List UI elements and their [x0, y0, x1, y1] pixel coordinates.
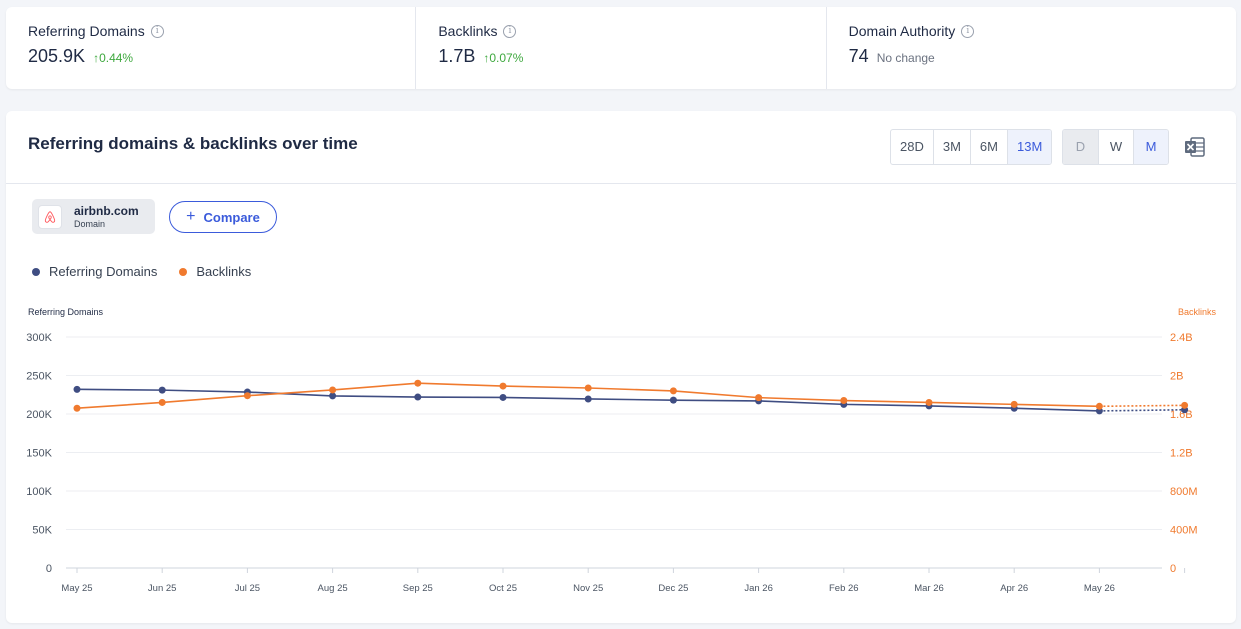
metric-referring-domains: Referring Domains i 205.9K ↑0.44%	[6, 7, 415, 89]
y-right-axis-title: Backlinks	[1178, 307, 1217, 317]
data-point	[499, 393, 507, 401]
metric-backlinks: Backlinks i 1.7B ↑0.07%	[415, 7, 825, 89]
data-point	[499, 382, 507, 390]
granularity-day-button[interactable]: D	[1063, 130, 1098, 164]
y-left-tick-label: 0	[46, 563, 52, 575]
y-left-tick-label: 300K	[26, 332, 52, 344]
legend-item-backlinks[interactable]: Backlinks	[179, 264, 251, 279]
y-left-tick-label: 150K	[26, 448, 52, 460]
line-chart: 050K100K150K200K250K300K0400M800M1.2B1.6…	[26, 307, 1217, 594]
range-3m-button[interactable]: 3M	[932, 130, 970, 164]
data-point	[584, 395, 592, 403]
metric-value: 205.9K	[28, 46, 86, 66]
compare-button[interactable]: + Compare	[169, 201, 277, 233]
granularity-selector: D W M	[1062, 129, 1169, 165]
range-28d-button[interactable]: 28D	[900, 139, 924, 154]
airbnb-logo-icon	[38, 204, 62, 229]
x-tick-label: May 26	[1084, 583, 1115, 594]
x-tick-label: May 25	[61, 583, 92, 594]
info-icon[interactable]: i	[503, 24, 517, 38]
y-right-tick-label: 800M	[1170, 486, 1198, 498]
data-point	[414, 393, 422, 401]
x-tick-label: Sep 25	[403, 583, 433, 594]
data-point	[243, 392, 251, 400]
legend-label: Referring Domains	[49, 264, 158, 279]
data-point	[1095, 402, 1103, 410]
y-left-axis-title: Referring Domains	[28, 307, 104, 317]
y-right-tick-label: 400M	[1170, 525, 1198, 537]
x-tick-label: Mar 26	[914, 583, 944, 594]
y-right-tick-label: 1.2B	[1170, 448, 1193, 460]
excel-icon[interactable]	[1184, 136, 1206, 158]
panel-title: Referring domains & backlinks over time	[28, 134, 358, 153]
compare-label: Compare	[203, 209, 260, 225]
chart-legend: Referring Domains Backlinks	[32, 264, 251, 279]
granularity-week-button[interactable]: W	[1098, 130, 1133, 164]
data-point	[669, 387, 677, 395]
x-tick-label: Nov 25	[573, 583, 603, 594]
legend-dot	[32, 267, 40, 276]
metric-label: Domain Authority	[848, 23, 956, 39]
y-left-tick-label: 50K	[32, 525, 52, 537]
y-left-tick-label: 100K	[26, 486, 52, 498]
y-left-tick-label: 200K	[26, 409, 52, 421]
x-tick-label: Jan 26	[744, 583, 773, 594]
y-right-tick-label: 2.4B	[1170, 332, 1193, 344]
range-13m-button[interactable]: 13M	[1006, 130, 1052, 164]
y-right-tick-label: 2B	[1170, 371, 1183, 383]
x-tick-label: Feb 26	[829, 583, 859, 594]
legend-label: Backlinks	[196, 264, 252, 279]
metric-domain-authority: Domain Authority i 74 No change	[825, 7, 1236, 89]
data-point	[158, 398, 166, 406]
metrics-bar: Referring Domains i 205.9K ↑0.44% Backli…	[6, 7, 1236, 89]
y-left-tick-label: 250K	[26, 371, 52, 383]
data-point	[158, 386, 166, 394]
info-icon[interactable]: i	[150, 24, 164, 38]
series-line-projected	[1099, 404, 1185, 408]
domain-name: airbnb.com	[74, 204, 139, 218]
data-point	[414, 379, 422, 387]
panel-divider	[6, 183, 1236, 184]
data-point	[73, 385, 81, 393]
x-tick-label: Aug 25	[318, 583, 348, 594]
chart-panel: Referring domains & backlinks over time …	[6, 111, 1236, 623]
data-point	[1181, 401, 1189, 409]
metric-value: 1.7B	[438, 46, 476, 66]
x-tick-label: Apr 26	[1000, 583, 1028, 594]
data-point	[584, 384, 592, 392]
x-tick-label: Dec 25	[658, 583, 688, 594]
metric-change: No change	[876, 51, 935, 65]
data-point	[840, 397, 848, 405]
legend-dot	[179, 267, 188, 276]
granularity-month-button[interactable]: M	[1133, 130, 1168, 164]
data-point	[925, 398, 933, 406]
data-point	[73, 404, 81, 412]
data-point	[329, 392, 337, 400]
x-tick-label: Jul 25	[235, 583, 260, 594]
metric-label: Referring Domains	[28, 23, 145, 39]
legend-item-referring-domains[interactable]: Referring Domains	[32, 264, 157, 279]
data-point	[1010, 400, 1018, 408]
metric-change: ↑0.44%	[93, 51, 134, 65]
x-tick-label: Jun 25	[148, 583, 177, 594]
metric-change: ↑0.07%	[483, 51, 524, 65]
data-point	[329, 386, 337, 394]
domain-chip[interactable]: airbnb.com Domain	[32, 199, 155, 234]
range-selector: 28D 3M 6M 13M	[890, 129, 1053, 165]
data-point	[669, 396, 677, 404]
info-icon[interactable]: i	[961, 24, 975, 38]
plus-icon: +	[186, 208, 196, 225]
metric-label: Backlinks	[438, 23, 498, 39]
y-right-tick-label: 0	[1170, 563, 1176, 575]
range-6m-button[interactable]: 6M	[969, 130, 1007, 164]
metric-value: 74	[848, 46, 869, 66]
domain-type: Domain	[74, 219, 106, 229]
x-tick-label: Oct 25	[489, 583, 517, 594]
data-point	[755, 394, 763, 402]
